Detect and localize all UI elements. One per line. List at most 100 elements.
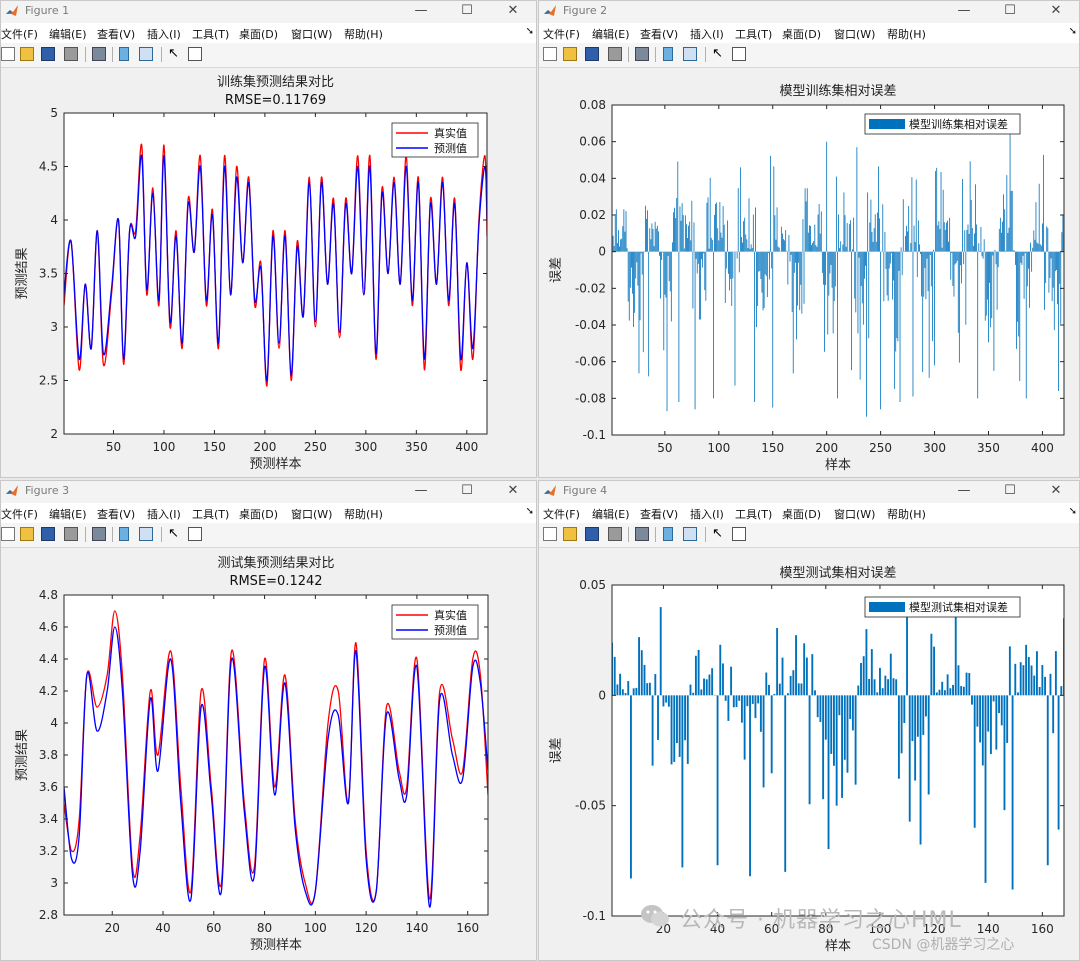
menu-view[interactable]: 查看(V) (640, 28, 679, 41)
menu-window[interactable]: 窗口(W) (291, 28, 333, 41)
pointer-icon[interactable]: ↖ (168, 46, 179, 61)
minimize-icon[interactable]: — (957, 3, 971, 18)
pointer-icon[interactable]: ↖ (712, 526, 723, 541)
error-bar (1043, 154, 1044, 252)
open-folder-icon[interactable] (20, 47, 34, 61)
save-icon[interactable] (585, 527, 599, 541)
save-icon[interactable] (41, 47, 55, 61)
new-file-icon[interactable] (1, 527, 15, 541)
save-icon[interactable] (41, 527, 55, 541)
menu-overflow-icon[interactable]: ➘ (525, 26, 534, 37)
print-icon[interactable] (64, 47, 78, 61)
close-icon[interactable]: ✕ (1050, 3, 1062, 18)
menu-help[interactable]: 帮助(H) (887, 28, 926, 41)
menu-edit[interactable]: 编辑(E) (592, 508, 630, 521)
menu-tools[interactable]: 工具(T) (735, 508, 773, 521)
menu-insert[interactable]: 插入(I) (147, 508, 181, 521)
open-folder-icon[interactable] (20, 527, 34, 541)
error-bar (719, 644, 722, 696)
open-folder-icon[interactable] (563, 47, 577, 61)
menu-overflow-icon[interactable]: ➘ (1068, 26, 1077, 37)
menu-file[interactable]: 文件(F) (1, 28, 38, 41)
new-file-icon[interactable] (1, 47, 15, 61)
link-icon[interactable] (119, 527, 129, 541)
maximize-icon[interactable]: ☐ (1004, 3, 1016, 18)
maximize-icon[interactable]: ☐ (1004, 483, 1016, 498)
close-icon[interactable]: ✕ (507, 3, 519, 18)
open-folder-icon[interactable] (563, 527, 577, 541)
error-bar (813, 241, 815, 252)
menu-view[interactable]: 查看(V) (97, 508, 136, 521)
insert-legend-icon[interactable] (683, 527, 697, 541)
menu-desktop[interactable]: 桌面(D) (782, 508, 822, 521)
error-bar (866, 251, 867, 417)
insert-legend-icon[interactable] (139, 527, 153, 541)
menu-help[interactable]: 帮助(H) (344, 28, 383, 41)
menu-view[interactable]: 查看(V) (640, 508, 679, 521)
menu-edit[interactable]: 编辑(E) (592, 28, 630, 41)
print-icon[interactable] (608, 47, 622, 61)
title-bar[interactable]: Figure 1 — ☐ ✕ (1, 1, 536, 23)
save-icon[interactable] (585, 47, 599, 61)
close-icon[interactable]: ✕ (507, 483, 519, 498)
print-icon[interactable] (608, 527, 622, 541)
error-bar (892, 251, 893, 300)
menu-file[interactable]: 文件(F) (543, 508, 580, 521)
error-bar (1060, 686, 1063, 696)
print-preview-icon[interactable] (92, 47, 106, 61)
link-icon[interactable] (663, 47, 673, 61)
legend-box (391, 122, 479, 158)
menu-desktop[interactable]: 桌面(D) (239, 28, 279, 41)
menu-help[interactable]: 帮助(H) (344, 508, 383, 521)
menu-desktop[interactable]: 桌面(D) (782, 28, 822, 41)
new-file-icon[interactable] (543, 47, 557, 61)
menu-file[interactable]: 文件(F) (543, 28, 580, 41)
property-editor-icon[interactable] (188, 47, 202, 61)
insert-legend-icon[interactable] (139, 47, 153, 61)
error-bar (854, 251, 856, 299)
insert-legend-icon[interactable] (683, 47, 697, 61)
menu-file[interactable]: 文件(F) (1, 508, 38, 521)
minimize-icon[interactable]: — (414, 3, 428, 18)
menu-tools[interactable]: 工具(T) (192, 28, 230, 41)
pointer-icon[interactable]: ↖ (168, 526, 179, 541)
menu-window[interactable]: 窗口(W) (834, 28, 876, 41)
title-bar[interactable]: Figure 4 — ☐ ✕ (539, 481, 1079, 503)
menu-help[interactable]: 帮助(H) (887, 508, 926, 521)
maximize-icon[interactable]: ☐ (461, 483, 473, 498)
menu-view[interactable]: 查看(V) (97, 28, 136, 41)
menu-window[interactable]: 窗口(W) (291, 508, 333, 521)
menu-window[interactable]: 窗口(W) (834, 508, 876, 521)
new-file-icon[interactable] (543, 527, 557, 541)
link-icon[interactable] (663, 527, 673, 541)
print-icon[interactable] (64, 527, 78, 541)
error-bar (948, 241, 949, 252)
pointer-icon[interactable]: ↖ (712, 46, 723, 61)
print-preview-icon[interactable] (635, 47, 649, 61)
title-bar[interactable]: Figure 3 — ☐ ✕ (1, 481, 536, 503)
x-tick-label: 120 (923, 922, 946, 936)
property-editor-icon[interactable] (188, 527, 202, 541)
error-bar (790, 251, 792, 255)
print-preview-icon[interactable] (92, 527, 106, 541)
title-bar[interactable]: Figure 2 — ☐ ✕ (539, 1, 1079, 23)
error-bar (965, 672, 968, 696)
menu-tools[interactable]: 工具(T) (192, 508, 230, 521)
property-editor-icon[interactable] (732, 527, 746, 541)
maximize-icon[interactable]: ☐ (461, 3, 473, 18)
menu-tools[interactable]: 工具(T) (735, 28, 773, 41)
menu-insert[interactable]: 插入(I) (690, 508, 724, 521)
menu-overflow-icon[interactable]: ➘ (525, 506, 534, 517)
menu-insert[interactable]: 插入(I) (147, 28, 181, 41)
close-icon[interactable]: ✕ (1050, 483, 1062, 498)
minimize-icon[interactable]: — (957, 483, 971, 498)
menu-insert[interactable]: 插入(I) (690, 28, 724, 41)
property-editor-icon[interactable] (732, 47, 746, 61)
menu-edit[interactable]: 编辑(E) (49, 508, 87, 521)
minimize-icon[interactable]: — (414, 483, 428, 498)
menu-desktop[interactable]: 桌面(D) (239, 508, 279, 521)
menu-edit[interactable]: 编辑(E) (49, 28, 87, 41)
menu-overflow-icon[interactable]: ➘ (1068, 506, 1077, 517)
link-icon[interactable] (119, 47, 129, 61)
print-preview-icon[interactable] (635, 527, 649, 541)
